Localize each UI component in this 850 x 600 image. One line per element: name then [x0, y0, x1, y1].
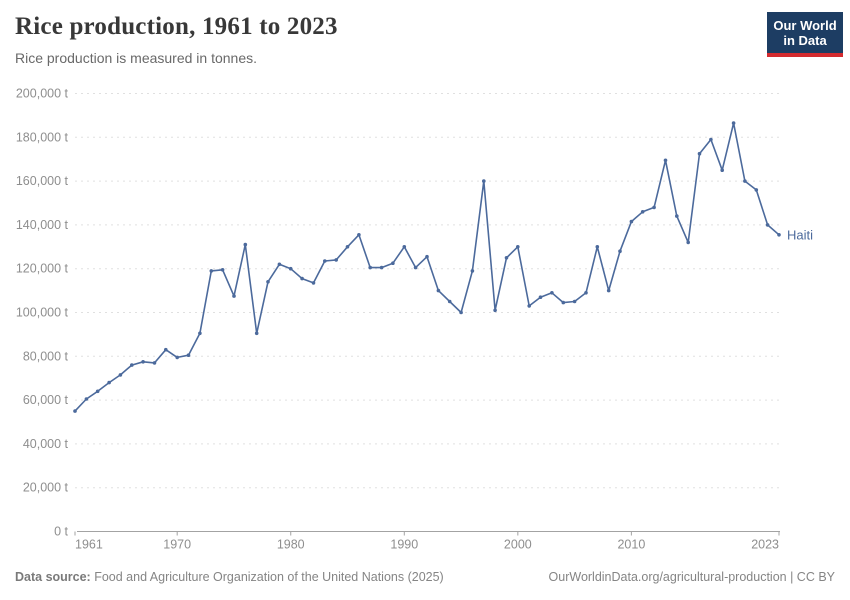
data-point[interactable]: [640, 210, 645, 214]
x-tick-label: 1990: [390, 538, 418, 552]
data-point[interactable]: [198, 331, 202, 336]
data-point[interactable]: [618, 249, 622, 253]
data-point[interactable]: [743, 179, 747, 183]
y-tick-label: 180,000 t: [16, 130, 69, 144]
data-point[interactable]: [675, 214, 679, 218]
data-point[interactable]: [152, 361, 157, 365]
data-source-text: Food and Agriculture Organization of the…: [90, 570, 444, 584]
data-point[interactable]: [709, 137, 713, 142]
data-point[interactable]: [379, 265, 384, 270]
data-point[interactable]: [754, 188, 759, 192]
chart-subtitle: Rice production is measured in tonnes.: [15, 50, 258, 66]
y-tick-label: 0 t: [54, 525, 68, 539]
data-point[interactable]: [606, 288, 611, 293]
y-tick-label: 20,000 t: [23, 481, 69, 495]
chart-footer: Data source: Food and Agriculture Organi…: [0, 562, 850, 592]
data-point[interactable]: [277, 262, 282, 267]
data-point[interactable]: [266, 280, 270, 284]
data-point[interactable]: [595, 245, 600, 249]
footer-credit-link[interactable]: OurWorldinData.org/agricultural-producti…: [548, 570, 835, 584]
data-point[interactable]: [73, 409, 77, 413]
data-point[interactable]: [209, 269, 214, 273]
logo-line-2: in Data: [783, 33, 827, 48]
series-end-label[interactable]: Haiti: [787, 227, 813, 242]
data-point[interactable]: [357, 233, 361, 237]
y-tick-label: 160,000 t: [16, 174, 69, 188]
data-point[interactable]: [243, 242, 248, 247]
data-point[interactable]: [175, 355, 179, 360]
owid-logo: Our World in Data: [767, 12, 843, 57]
y-tick-label: 120,000 t: [16, 262, 69, 276]
x-tick-label: 1961: [75, 538, 103, 552]
page-title: Rice production, 1961 to 2023: [15, 13, 338, 40]
data-point[interactable]: [311, 281, 316, 285]
data-point[interactable]: [777, 233, 781, 237]
y-tick-label: 80,000 t: [23, 349, 69, 363]
data-point[interactable]: [141, 360, 145, 364]
y-tick-label: 100,000 t: [16, 306, 69, 320]
data-point[interactable]: [107, 380, 111, 385]
data-point[interactable]: [288, 266, 293, 271]
data-point[interactable]: [220, 268, 225, 272]
data-point[interactable]: [482, 179, 486, 183]
data-point[interactable]: [447, 299, 452, 304]
data-point[interactable]: [118, 373, 123, 377]
x-tick-label: 2010: [617, 538, 645, 552]
data-point[interactable]: [686, 240, 690, 245]
data-point[interactable]: [459, 310, 463, 315]
data-point[interactable]: [765, 223, 770, 227]
data-source-label: Data source:: [15, 570, 91, 584]
data-point[interactable]: [164, 347, 168, 352]
x-tick-label: 1970: [163, 538, 191, 552]
data-point[interactable]: [368, 265, 373, 270]
y-tick-label: 40,000 t: [23, 437, 69, 451]
y-tick-label: 200,000 t: [16, 87, 69, 101]
data-point[interactable]: [561, 300, 566, 305]
line-chart-plot-area[interactable]: 0 t 20,000 t 40,000 t 60,000 t 80,000 t 100,0…: [0, 85, 850, 555]
y-tick-label: 60,000 t: [23, 393, 69, 407]
data-point[interactable]: [300, 276, 304, 281]
data-point[interactable]: [402, 245, 407, 249]
data-point[interactable]: [629, 219, 634, 224]
data-point[interactable]: [186, 353, 191, 358]
data-point[interactable]: [413, 265, 418, 270]
data-point[interactable]: [232, 294, 236, 298]
data-point[interactable]: [538, 295, 543, 300]
data-point[interactable]: [697, 151, 702, 156]
data-point[interactable]: [254, 331, 259, 336]
data-point[interactable]: [663, 158, 668, 163]
data-point[interactable]: [731, 121, 736, 125]
y-tick-label: 140,000 t: [16, 218, 69, 232]
data-point[interactable]: [493, 308, 497, 313]
data-point[interactable]: [572, 299, 577, 304]
data-point[interactable]: [130, 363, 134, 367]
data-point[interactable]: [516, 245, 520, 249]
data-point[interactable]: [425, 254, 429, 259]
line-chart-svg: 0 t 20,000 t 40,000 t 60,000 t 80,000 t 100,0…: [16, 87, 813, 552]
x-tick-label: 2023: [751, 538, 779, 552]
data-point[interactable]: [391, 261, 395, 266]
data-point[interactable]: [584, 291, 588, 295]
haiti-series-line[interactable]: [74, 122, 780, 412]
data-point[interactable]: [550, 291, 554, 295]
data-point[interactable]: [470, 269, 475, 273]
data-source: Data source: Food and Agriculture Organi…: [15, 570, 444, 584]
x-tick-label: 2000: [504, 538, 532, 552]
data-point[interactable]: [345, 245, 350, 249]
data-point[interactable]: [652, 205, 656, 210]
data-point[interactable]: [95, 389, 100, 394]
logo-line-1: Our World: [773, 18, 837, 33]
data-point[interactable]: [527, 304, 531, 308]
data-point[interactable]: [84, 397, 89, 401]
data-point[interactable]: [436, 288, 441, 293]
data-point[interactable]: [720, 168, 724, 172]
data-point[interactable]: [334, 258, 339, 262]
data-point[interactable]: [504, 255, 509, 260]
x-tick-label: 1980: [277, 538, 305, 552]
data-point[interactable]: [323, 259, 327, 263]
